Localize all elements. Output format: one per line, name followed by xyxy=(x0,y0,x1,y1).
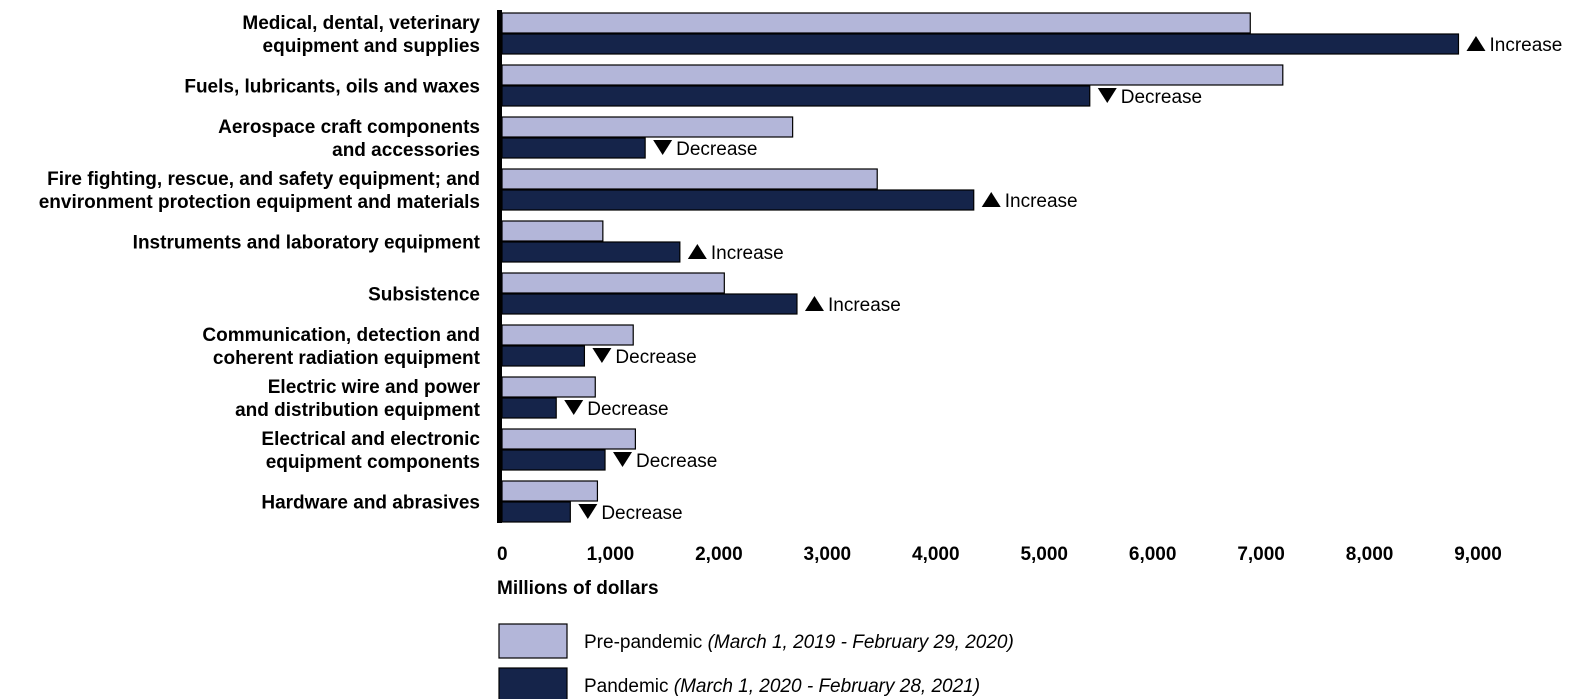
bar-pre-pandemic xyxy=(501,64,1284,86)
legend-series-name: Pre-pandemic xyxy=(584,632,708,653)
bar-pre-pandemic xyxy=(501,220,604,242)
increase-triangle-icon xyxy=(1466,36,1486,51)
bar-pandemic xyxy=(501,449,606,471)
x-tick-label: 9,000 xyxy=(1454,544,1502,565)
bar-pre-pandemic xyxy=(501,12,1251,34)
bar-pre-pandemic xyxy=(501,324,634,346)
decrease-triangle-icon xyxy=(592,348,612,363)
bar-pre-pandemic xyxy=(501,428,636,450)
change-label: Decrease xyxy=(1121,87,1202,108)
category-label: equipment and supplies xyxy=(263,36,480,57)
y-axis-line xyxy=(497,10,502,523)
bar-pandemic xyxy=(501,137,646,159)
bar-pandemic xyxy=(501,293,798,315)
x-tick-label: 5,000 xyxy=(1020,544,1068,565)
x-tick-label: 3,000 xyxy=(804,544,852,565)
legend-swatch-pre-pandemic xyxy=(498,623,568,659)
change-label: Increase xyxy=(828,295,901,316)
x-tick-label: 8,000 xyxy=(1346,544,1394,565)
x-tick-label: 1,000 xyxy=(587,544,635,565)
legend-series-name: Pandemic xyxy=(584,676,674,697)
change-label: Decrease xyxy=(601,503,682,524)
change-label: Decrease xyxy=(615,347,696,368)
x-tick-label: 0 xyxy=(497,544,508,565)
legend-swatch-pandemic xyxy=(498,667,568,699)
decrease-triangle-icon xyxy=(1097,88,1117,103)
bar-pandemic xyxy=(501,33,1460,55)
category-label: equipment components xyxy=(266,452,480,473)
bar-pandemic xyxy=(501,397,557,419)
decrease-triangle-icon xyxy=(613,452,633,467)
legend: Pre-pandemic (March 1, 2019 - February 2… xyxy=(498,623,1014,699)
x-tick-labels-group: 0 1,000 2,000 3,000 4,000 5,000 6,000 7,000 8,00… xyxy=(497,544,1502,565)
change-label: Increase xyxy=(1489,35,1562,56)
x-axis-title: Millions of dollars xyxy=(497,578,659,599)
legend-label-pandemic: Pandemic (March 1, 2020 - February 28, 2… xyxy=(584,676,980,697)
bar-pandemic xyxy=(501,85,1091,107)
x-tick-label: 4,000 xyxy=(912,544,960,565)
legend-label-pre-pandemic: Pre-pandemic (March 1, 2019 - February 2… xyxy=(584,632,1014,653)
category-label: Aerospace craft components xyxy=(218,117,480,138)
category-label: and accessories xyxy=(332,140,480,161)
change-label: Decrease xyxy=(676,139,757,160)
x-tick-label: 6,000 xyxy=(1129,544,1177,565)
increase-triangle-icon xyxy=(804,296,824,311)
category-label: coherent radiation equipment xyxy=(213,348,481,369)
category-label: environment protection equipment and mat… xyxy=(39,192,480,213)
category-label: Communication, detection and xyxy=(202,325,480,346)
decrease-triangle-icon xyxy=(564,400,584,415)
x-tick-label: 2,000 xyxy=(695,544,743,565)
legend-series-period: (March 1, 2020 - February 28, 2021) xyxy=(674,676,980,697)
change-label: Decrease xyxy=(636,451,717,472)
category-label: and distribution equipment xyxy=(235,400,481,421)
decrease-triangle-icon xyxy=(653,140,673,155)
category-label: Fire fighting, rescue, and safety equipm… xyxy=(47,169,480,190)
bar-pandemic xyxy=(501,241,681,263)
category-label: Electrical and electronic xyxy=(261,429,480,450)
legend-series-period: (March 1, 2019 - February 29, 2020) xyxy=(708,632,1014,653)
category-label: Fuels, lubricants, oils and waxes xyxy=(184,77,480,98)
change-label: Decrease xyxy=(587,399,668,420)
increase-triangle-icon xyxy=(687,244,707,259)
bar-pre-pandemic xyxy=(501,116,794,138)
increase-triangle-icon xyxy=(981,192,1001,207)
category-label: Electric wire and power xyxy=(268,377,481,398)
category-label: Hardware and abrasives xyxy=(261,493,480,514)
category-label: Medical, dental, veterinary xyxy=(242,13,480,34)
category-label: Instruments and laboratory equipment xyxy=(133,233,481,254)
bar-pre-pandemic xyxy=(501,272,725,294)
change-label: Increase xyxy=(1005,191,1078,212)
x-tick-label: 7,000 xyxy=(1237,544,1285,565)
bar-pre-pandemic xyxy=(501,480,599,502)
bar-pandemic xyxy=(501,501,571,523)
bars-group xyxy=(501,12,1460,523)
category-label: Subsistence xyxy=(368,285,480,306)
change-label: Increase xyxy=(711,243,784,264)
decrease-triangle-icon xyxy=(578,504,598,519)
bar-pre-pandemic xyxy=(501,376,596,398)
bar-pre-pandemic xyxy=(501,168,878,190)
bar-pandemic xyxy=(501,345,586,367)
bar-pandemic xyxy=(501,189,975,211)
change-markers-group: Increase Decrease Decrease Increase Increase… xyxy=(564,35,1562,524)
